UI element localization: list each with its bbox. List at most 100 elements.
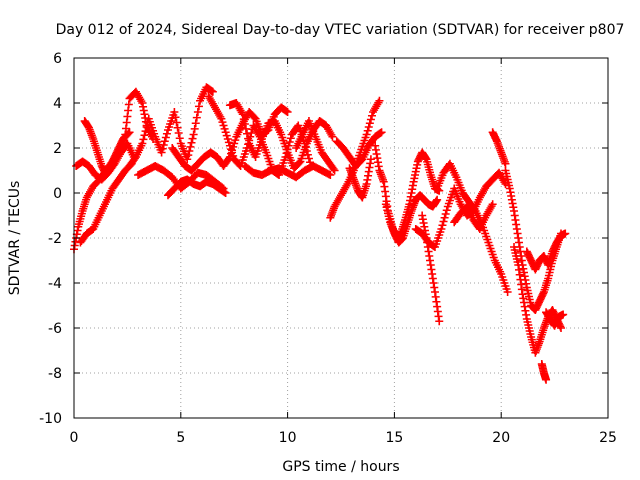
data-point xyxy=(559,310,568,319)
data-point xyxy=(438,221,447,230)
data-point xyxy=(375,96,384,105)
x-tick-label: 25 xyxy=(599,430,617,446)
data-point xyxy=(283,108,292,116)
data-point xyxy=(188,134,197,143)
data-point xyxy=(377,128,386,137)
data-point xyxy=(158,144,167,153)
data-point xyxy=(208,87,217,96)
series-s13 xyxy=(326,96,384,222)
data-point xyxy=(238,110,247,119)
data-point xyxy=(174,129,183,137)
data-point xyxy=(161,133,170,142)
data-point xyxy=(503,288,512,296)
data-point xyxy=(157,148,166,157)
data-point xyxy=(159,141,168,149)
series-s15 xyxy=(345,155,375,202)
data-point xyxy=(170,108,179,116)
series-s11 xyxy=(240,162,335,182)
data-point xyxy=(184,151,193,160)
x-tick-label: 20 xyxy=(492,430,510,446)
data-point xyxy=(125,128,134,137)
series-s18 xyxy=(418,211,444,326)
series-s14 xyxy=(332,128,386,170)
data-point xyxy=(186,142,195,151)
data-point xyxy=(285,138,294,146)
data-point xyxy=(330,166,339,175)
data-point xyxy=(221,189,230,197)
y-tick-label: -4 xyxy=(48,276,62,292)
series-s17 xyxy=(381,191,442,247)
data-point xyxy=(138,139,147,148)
y-tick-label: -2 xyxy=(48,231,62,247)
data-point xyxy=(286,134,295,143)
series-s21 xyxy=(450,200,497,233)
data-point xyxy=(439,217,448,226)
data-point xyxy=(173,123,182,132)
series-s22 xyxy=(488,128,510,168)
y-tick-label: -10 xyxy=(39,411,62,427)
y-axis-label: SDTVAR / TECUs xyxy=(7,181,23,296)
data-point xyxy=(141,127,150,136)
data-point xyxy=(192,113,201,122)
series-s27 xyxy=(542,308,568,330)
x-tick-label: 10 xyxy=(279,430,297,446)
data-point xyxy=(329,165,338,173)
data-point xyxy=(326,171,335,179)
data-point xyxy=(240,120,249,128)
data-point xyxy=(172,118,181,127)
data-point xyxy=(239,115,248,124)
data-point xyxy=(365,119,374,128)
series-s10 xyxy=(225,99,337,173)
data-point xyxy=(433,195,442,204)
data-point xyxy=(501,159,510,168)
axis-ticks: 0 5 10 15 20 25 -10 -8 -6 -4 -2 0 2 4 6 xyxy=(39,51,617,446)
data-point xyxy=(367,111,376,120)
y-tick-label: 6 xyxy=(53,51,62,67)
x-tick-label: 0 xyxy=(70,430,79,446)
y-tick-label: 4 xyxy=(53,96,62,112)
data-point xyxy=(441,210,450,218)
y-tick-label: 0 xyxy=(53,186,62,202)
grid xyxy=(74,58,608,418)
data-point xyxy=(162,129,171,138)
data-point xyxy=(189,130,198,139)
series-s25 xyxy=(522,229,570,274)
series-s12 xyxy=(292,117,339,175)
data-point xyxy=(364,123,373,131)
x-tick-label: 15 xyxy=(385,430,403,446)
data-point xyxy=(191,119,200,128)
data-point xyxy=(488,200,497,209)
data-point xyxy=(124,129,133,138)
y-tick-label: -6 xyxy=(48,321,62,337)
data-point xyxy=(194,102,203,111)
data-point xyxy=(366,115,375,124)
data-point xyxy=(304,154,313,163)
data-point xyxy=(363,126,372,135)
data-marks xyxy=(70,83,570,384)
series-s26 xyxy=(537,360,551,384)
data-point xyxy=(190,124,199,133)
data-point xyxy=(175,134,184,143)
series-s4 xyxy=(80,117,134,179)
x-tick-label: 5 xyxy=(176,430,185,446)
data-point xyxy=(171,113,180,122)
data-point xyxy=(362,130,371,139)
data-point xyxy=(160,137,169,146)
data-point xyxy=(244,134,253,143)
series-s7 xyxy=(163,175,230,200)
data-point xyxy=(557,324,566,332)
data-point xyxy=(187,138,196,147)
data-point xyxy=(328,132,337,141)
y-tick-label: 2 xyxy=(53,141,62,157)
chart-title: Day 012 of 2024, Sidereal Day-to-day VTE… xyxy=(56,22,625,38)
data-point xyxy=(140,131,149,140)
data-point xyxy=(561,229,570,238)
data-point xyxy=(295,158,304,167)
x-axis-label: GPS time / hours xyxy=(282,459,399,475)
data-point xyxy=(437,225,446,233)
data-point xyxy=(435,317,444,326)
data-point xyxy=(366,155,375,164)
data-point xyxy=(442,206,451,215)
data-point xyxy=(243,129,252,138)
